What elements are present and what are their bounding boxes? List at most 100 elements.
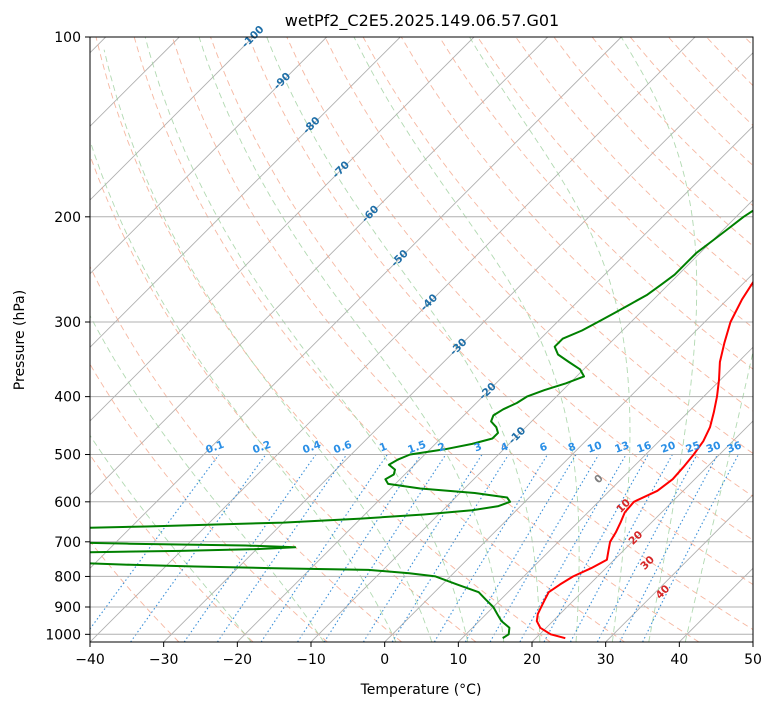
dry-adiabat xyxy=(515,37,753,288)
isotherm-line xyxy=(605,494,753,642)
dry-adiabat xyxy=(90,363,328,642)
isotherm-line xyxy=(90,37,254,201)
dry-adiabat xyxy=(90,154,477,642)
dry-adiabat xyxy=(400,37,753,412)
moist-adiabat xyxy=(684,349,753,642)
dry-adiabat xyxy=(95,37,551,642)
isotherm-line xyxy=(236,125,753,642)
isotherm-line xyxy=(163,52,753,642)
mixing-ratio-label: 0.1 xyxy=(204,439,226,457)
mixing-ratio-line xyxy=(464,454,577,642)
dry-adiabat xyxy=(324,37,753,498)
dry-adiabat xyxy=(133,37,625,642)
x-tick-label: 30 xyxy=(597,652,615,668)
mixing-ratio-line xyxy=(489,454,600,642)
temperature-profile xyxy=(535,280,753,640)
mixing-ratio-line xyxy=(130,454,267,642)
mixing-ratio-label: 8 xyxy=(567,441,578,455)
background-lines xyxy=(90,37,753,642)
mixing-ratio-line xyxy=(519,454,627,642)
moist-adiabat xyxy=(144,37,469,642)
mixing-ratio-line xyxy=(90,454,220,630)
isotherm-line xyxy=(310,199,753,642)
y-tick-label: 900 xyxy=(54,600,81,616)
mixing-ratio-line xyxy=(260,454,388,642)
x-tick-label: 40 xyxy=(670,652,688,668)
plot-area xyxy=(90,37,753,642)
mixing-ratio-label: 30 xyxy=(705,439,723,455)
sounding-profiles xyxy=(90,209,753,640)
y-tick-label: 200 xyxy=(54,210,81,226)
mixing-ratio-line xyxy=(216,454,348,642)
y-tick-label: 500 xyxy=(54,448,81,464)
moist-adiabat xyxy=(90,314,325,642)
moist-adiabat xyxy=(103,49,433,642)
isotherm-line xyxy=(90,37,475,422)
dry-adiabat xyxy=(477,37,753,329)
isotherm-line xyxy=(90,37,622,569)
y-tick-label: 800 xyxy=(54,569,81,585)
x-tick-label: −40 xyxy=(75,652,105,668)
x-tick-label: −30 xyxy=(149,652,179,668)
moist-adiabat xyxy=(90,139,397,642)
dry-adiabat xyxy=(362,37,753,454)
dry-adiabat xyxy=(439,37,753,370)
moist-adiabat xyxy=(353,37,580,642)
y-tick-label: 600 xyxy=(54,495,81,511)
x-tick-label: −20 xyxy=(223,652,253,668)
mixing-ratio-line xyxy=(569,454,673,642)
dry-adiabat xyxy=(90,265,402,642)
mixing-ratio-line xyxy=(433,454,548,642)
mixing-ratio-label: 1.5 xyxy=(406,439,428,457)
y-tick-label: 300 xyxy=(54,315,81,331)
isotherm-line xyxy=(90,37,549,496)
plot-frame xyxy=(89,36,754,643)
x-tick-label: 20 xyxy=(523,652,541,668)
dry-adiabat xyxy=(171,37,700,642)
mixing-ratio-label: 6 xyxy=(538,441,549,455)
dry-adiabat xyxy=(90,453,254,642)
mixing-ratio-label: 1 xyxy=(378,441,389,455)
moist-adiabat xyxy=(198,37,505,642)
y-tick-label: 400 xyxy=(54,390,81,406)
y-tick-label: 1000 xyxy=(45,627,81,643)
mixing-ratio-label: 10 xyxy=(586,439,604,455)
x-tick-label: −10 xyxy=(296,652,326,668)
mixing-ratio-label: 16 xyxy=(635,439,653,455)
x-tick-label: 10 xyxy=(449,652,467,668)
mixing-ratio-line xyxy=(596,454,698,642)
mixing-ratio-label: 36 xyxy=(725,439,743,455)
mixing-ratio-line xyxy=(183,454,317,642)
isotherm-line xyxy=(457,346,753,642)
isotherm-line xyxy=(90,37,401,348)
moist-adiabat xyxy=(266,37,541,642)
mixing-ratio-label: 2 xyxy=(436,441,447,455)
isotherm-line xyxy=(90,37,328,275)
y-axis-title: Pressure (hPa) xyxy=(12,290,28,390)
mixing-ratio-line xyxy=(297,454,422,642)
isotherm-line xyxy=(531,420,753,642)
y-tick-label: 100 xyxy=(54,30,81,46)
x-tick-label: 50 xyxy=(744,652,762,668)
mixing-ratio-label: 0.2 xyxy=(251,439,273,457)
moist-adiabat xyxy=(620,37,698,642)
x-tick-label: 0 xyxy=(380,652,389,668)
mixing-ratio-label: 4 xyxy=(499,441,510,455)
mixing-ratio-label: 0.4 xyxy=(301,439,323,457)
mixing-ratio-line xyxy=(323,454,447,642)
mixing-ratio-label: 3 xyxy=(473,441,484,455)
dewpoint-profile xyxy=(90,209,753,640)
dry-adiabat xyxy=(248,37,753,586)
mixing-ratio-label: 0.6 xyxy=(332,439,354,457)
dry-adiabat xyxy=(210,37,753,631)
isotherm-line xyxy=(90,37,696,642)
x-axis-title: Temperature (°C) xyxy=(360,682,482,698)
moist-adiabat xyxy=(469,37,631,642)
mixing-ratio-label: 20 xyxy=(659,439,677,455)
mixing-ratio-label: 25 xyxy=(684,439,702,455)
isotherm-line xyxy=(752,641,753,642)
mixing-ratio-label: 13 xyxy=(613,439,631,455)
chart-title: wetPf2_C2E5.2025.149.06.57.G01 xyxy=(285,11,559,31)
isotherm-line xyxy=(384,273,753,642)
